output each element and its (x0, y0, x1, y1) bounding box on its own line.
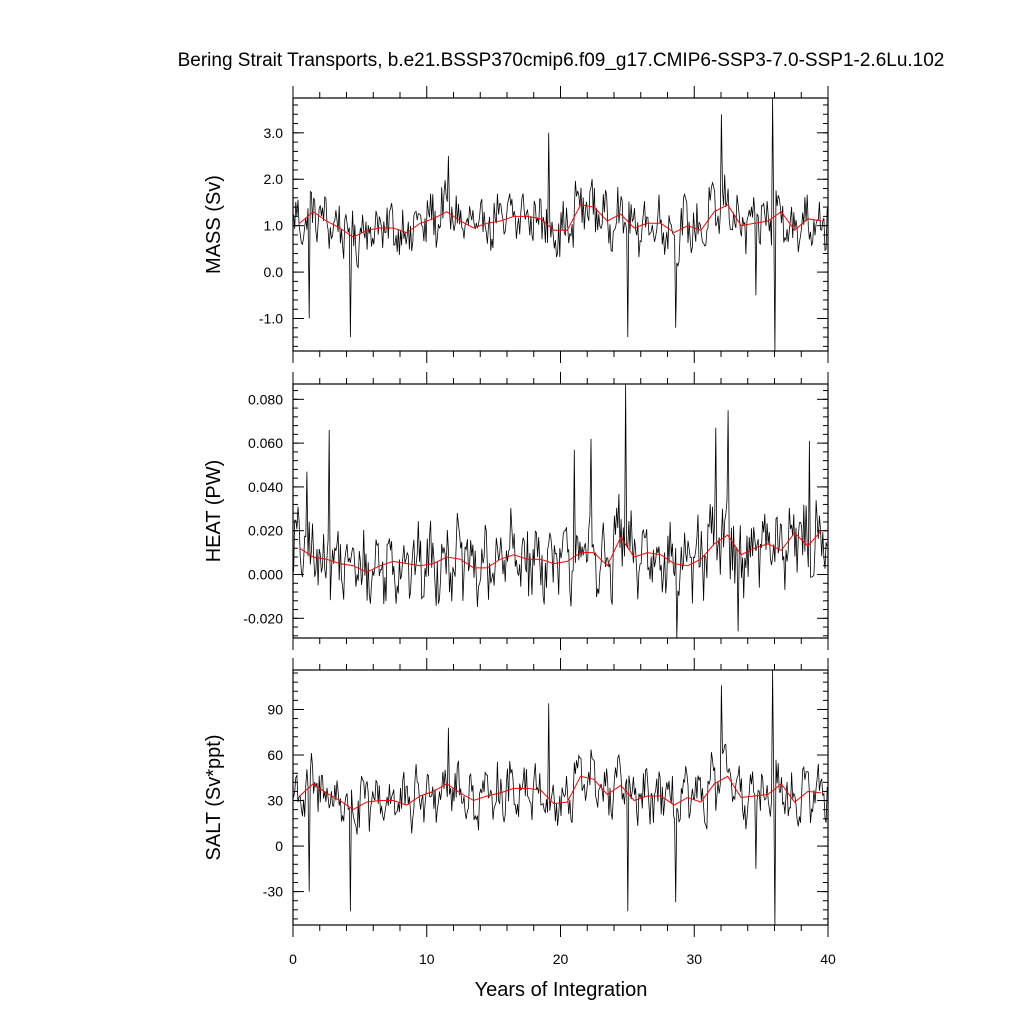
panel-mass: -1.0 0.0 1.0 2.0 3.0 MASS (Sv) (203, 86, 829, 363)
annual-mean-line (299, 204, 822, 238)
x-tick-label: 30 (686, 951, 702, 967)
x-tick-label: 0 (289, 951, 297, 967)
annual-mean-line (299, 775, 822, 811)
y-axis-label: MASS (Sv) (203, 175, 225, 274)
y-tick-label: 60 (267, 747, 283, 763)
y-axis-label: HEAT (PW) (203, 460, 225, 563)
panel-frame (292, 669, 829, 926)
y-tick-label: 3.0 (264, 125, 284, 141)
monthly-series-line (293, 670, 828, 925)
monthly-series-line (293, 384, 828, 638)
panel-frame (292, 383, 829, 639)
y-tick-label: 30 (267, 793, 283, 809)
x-axis-label: Years of Integration (475, 979, 648, 1001)
y-tick-label: 0.040 (248, 479, 283, 495)
monthly-series-line (293, 98, 828, 351)
y-tick-label: 0.060 (248, 435, 283, 451)
x-tick-label: 40 (820, 951, 836, 967)
y-tick-label: -0.020 (243, 610, 283, 626)
panel-frame (292, 97, 829, 352)
chart-title: Bering Strait Transports, b.e21.BSSP370c… (178, 50, 945, 71)
y-tick-label: 0 (275, 838, 283, 854)
y-tick-label: -30 (263, 884, 283, 900)
y-axis-label: SALT (Sv*ppt) (203, 735, 225, 861)
x-tick-label: 10 (419, 951, 435, 967)
x-tick-label: 20 (553, 951, 569, 967)
y-tick-label: 0.020 (248, 523, 283, 539)
y-tick-label: 0.000 (248, 567, 283, 583)
panel-salt: -30 0 30 60 90 SALT (Sv*ppt) (203, 658, 829, 937)
panel-heat: -0.020 0.000 0.020 0.040 0.060 0.080 HEAT (PW) (203, 372, 829, 650)
y-tick-label: 0.0 (264, 264, 284, 280)
y-tick-label: 90 (267, 701, 283, 717)
panels: -1.0 0.0 1.0 2.0 3.0 MASS (Sv) -0.020 0.000 0.02… (203, 86, 836, 967)
y-tick-label: 2.0 (264, 171, 284, 187)
y-tick-label: 0.080 (248, 391, 283, 407)
annual-mean-line (299, 530, 822, 573)
y-tick-label: 1.0 (264, 218, 284, 234)
y-tick-label: -1.0 (259, 311, 283, 327)
